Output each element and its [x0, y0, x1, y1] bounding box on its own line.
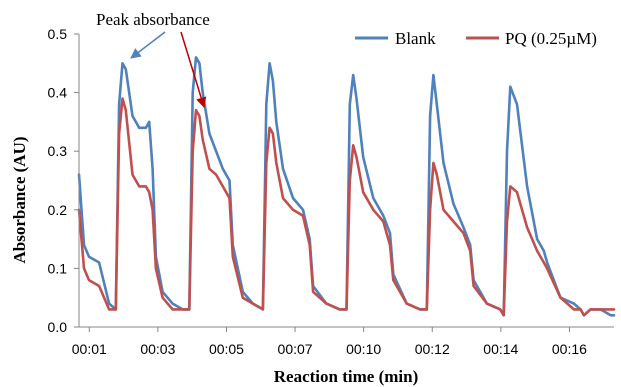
series-line-pq: [77, 97, 616, 317]
x-tick-label: 00:03: [140, 341, 175, 357]
x-axis-ticks: 00:01 00:03 00:05 00:07 00:10 00:12 00:14 00:16: [72, 327, 587, 357]
y-tick-label: 0.2: [48, 202, 68, 218]
y-tick-label: 0.5: [48, 26, 68, 42]
y-axis-title: Absorbance (AU): [10, 136, 29, 263]
series-layer: [77, 56, 616, 317]
x-tick-label: 00:16: [552, 341, 587, 357]
peak-annotation: Peak absorbance: [96, 10, 210, 29]
series-line-blank: [77, 56, 616, 317]
x-tick-label: 00:07: [278, 341, 313, 357]
x-tick-label: 00:10: [346, 341, 381, 357]
x-tick-label: 00:12: [415, 341, 450, 357]
x-axis-title: Reaction time (min): [274, 367, 418, 386]
y-axis-ticks: 0.0 0.1 0.2 0.3 0.4 0.5: [48, 26, 79, 335]
x-tick-label: 00:05: [209, 341, 244, 357]
y-tick-label: 0.0: [48, 319, 68, 335]
annotation-arrow-red: [180, 31, 207, 109]
y-tick-label: 0.3: [48, 143, 68, 159]
x-tick-label: 00:01: [72, 341, 107, 357]
annotation-arrow-blue: [130, 31, 166, 59]
legend-label-blank: Blank: [395, 29, 436, 48]
y-tick-label: 0.4: [48, 85, 68, 101]
legend-label-pq: PQ (0.25µM): [505, 29, 597, 48]
x-tick-label: 00:14: [483, 341, 518, 357]
legend: Blank PQ (0.25µM): [355, 29, 597, 48]
y-tick-label: 0.1: [48, 260, 68, 276]
